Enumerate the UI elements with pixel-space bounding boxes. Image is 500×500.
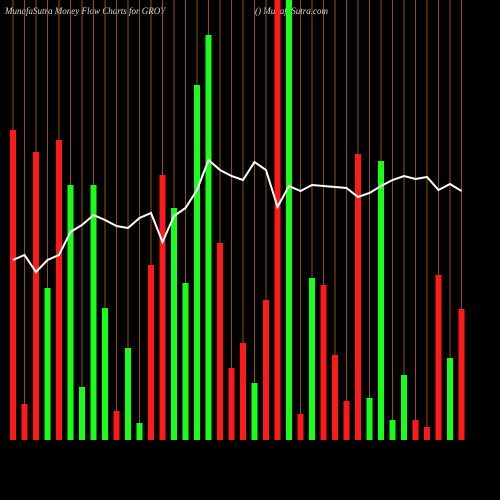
bar (458, 309, 465, 440)
bar (217, 243, 223, 440)
bar (355, 154, 361, 440)
bar (171, 208, 177, 440)
bar (332, 355, 338, 440)
bar (10, 130, 16, 440)
bar (33, 152, 39, 440)
bar (67, 185, 74, 440)
chart-title: MunafaSutra Money Flow Charts for GROY (4, 6, 166, 16)
bar (389, 420, 396, 440)
bar (366, 398, 373, 440)
bar (205, 35, 212, 440)
bar (79, 387, 85, 440)
bar (447, 358, 453, 440)
bar (182, 283, 189, 440)
bar (343, 401, 350, 440)
bar (125, 348, 131, 440)
bar (412, 420, 419, 440)
bar (148, 265, 154, 440)
bar (56, 140, 62, 440)
bar (320, 285, 327, 440)
bar (401, 375, 407, 440)
bar (44, 288, 51, 440)
bar (251, 383, 258, 440)
bar (424, 427, 430, 440)
bar (297, 414, 304, 440)
bar (309, 278, 315, 440)
bar (102, 308, 108, 440)
bar (274, 0, 281, 440)
bar (240, 343, 246, 440)
bar (90, 185, 97, 440)
bar (378, 161, 384, 440)
bar (286, 0, 292, 440)
bar (228, 368, 235, 440)
bar (159, 175, 166, 440)
bar (136, 423, 143, 440)
bar (194, 85, 200, 440)
bar (435, 275, 442, 440)
bar (21, 404, 28, 440)
money-flow-line (12, 158, 463, 274)
bar (263, 300, 269, 440)
bar (113, 411, 120, 440)
